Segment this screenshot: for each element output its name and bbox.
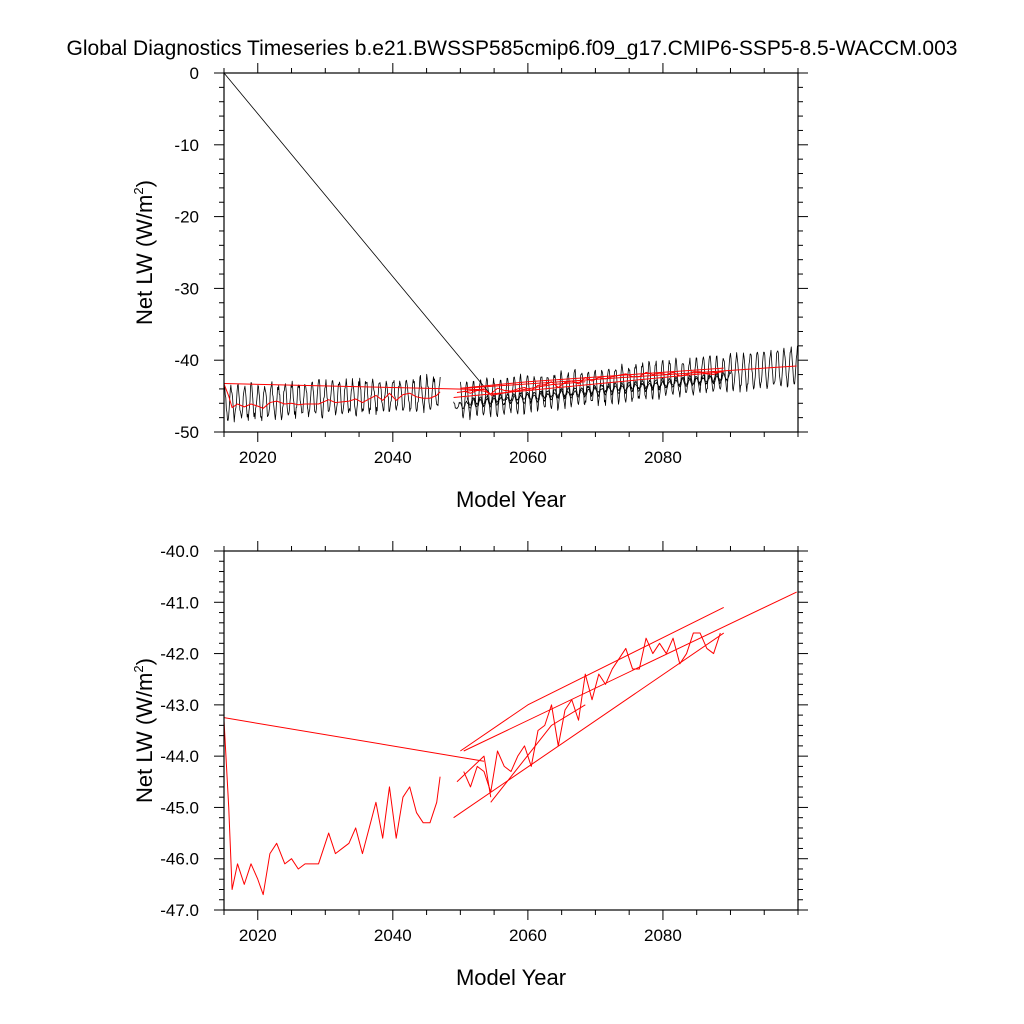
y-axis-label-end: )	[132, 658, 157, 665]
x-tick-label: 2060	[509, 926, 547, 945]
y-tick-label: -40.0	[160, 542, 199, 561]
y-tick-label: 0	[190, 64, 199, 83]
bottom-panel: 2020 2040 2060 2080 -40.0 -41.0 -42.0 -43.0 -44.…	[131, 541, 808, 990]
y-axis-label: Net LW (W/m2)	[131, 658, 157, 803]
x-tick-label: 2040	[374, 448, 412, 467]
series-annual-line	[224, 383, 441, 409]
y-tick-label: -50	[174, 423, 199, 442]
series-annual-line	[463, 371, 721, 395]
x-tick-label: 2020	[239, 926, 277, 945]
series-annual-line	[460, 606, 724, 752]
x-tick-label: 2080	[644, 448, 682, 467]
plot-area	[224, 73, 798, 423]
x-axis-label: Model Year	[456, 965, 566, 990]
series-annual-line	[456, 755, 492, 798]
plot-frame	[223, 550, 799, 911]
y-axis-label-superscript: 2	[131, 187, 146, 194]
plot-frame	[223, 72, 799, 433]
series-monthly-line	[224, 73, 492, 395]
series-annual-line	[463, 365, 797, 389]
top-panel: 2020 2040 2060 2080 0 -10 -20 -30 -40 -50 Model Ye…	[131, 63, 808, 512]
series-monthly-line	[224, 373, 441, 423]
series-monthly-line	[459, 345, 798, 421]
y-tick-label: -41.0	[160, 593, 199, 612]
y-tick-label: -44.0	[160, 747, 199, 766]
x-tick-label: 2020	[239, 448, 277, 467]
x-axis-label: Model Year	[456, 487, 566, 512]
chart-title: Global Diagnostics Timeseries b.e21.BWSS…	[67, 37, 958, 60]
series-annual-line	[224, 717, 485, 762]
series-annual-line	[463, 591, 797, 752]
series-monthly-line	[453, 374, 724, 410]
x-tick-label: 2080	[644, 926, 682, 945]
y-tick-label: -46.0	[160, 850, 199, 869]
y-tick-label: -47.0	[160, 901, 199, 920]
series-annual-line	[453, 371, 724, 399]
x-tick-label: 2060	[509, 448, 547, 467]
y-tick-label: -42.0	[160, 645, 199, 664]
series-annual-line	[463, 632, 721, 793]
y-axis-label-main: Net LW (W/m	[132, 673, 157, 803]
y-tick-label: -40	[174, 351, 199, 370]
series-annual-line	[453, 632, 725, 819]
x-tick-label: 2040	[374, 926, 412, 945]
series-annual-line	[224, 383, 485, 391]
y-axis-label-main: Net LW (W/m	[132, 195, 157, 325]
y-tick-label: -43.0	[160, 696, 199, 715]
plot-area	[224, 591, 797, 896]
y-tick-label: -30	[174, 279, 199, 298]
y-tick-label: -20	[174, 208, 199, 227]
y-tick-label: -10	[174, 136, 199, 155]
y-tick-label: -45.0	[160, 798, 199, 817]
series-monthly-line	[466, 370, 731, 406]
y-axis-label-superscript: 2	[131, 665, 146, 672]
series-annual-line	[224, 720, 441, 896]
series-annual-line	[460, 367, 724, 389]
series-annual-line	[490, 704, 586, 803]
y-axis-label-end: )	[132, 180, 157, 187]
series-annual-line	[456, 388, 492, 396]
y-axis-label: Net LW (W/m2)	[131, 180, 157, 325]
